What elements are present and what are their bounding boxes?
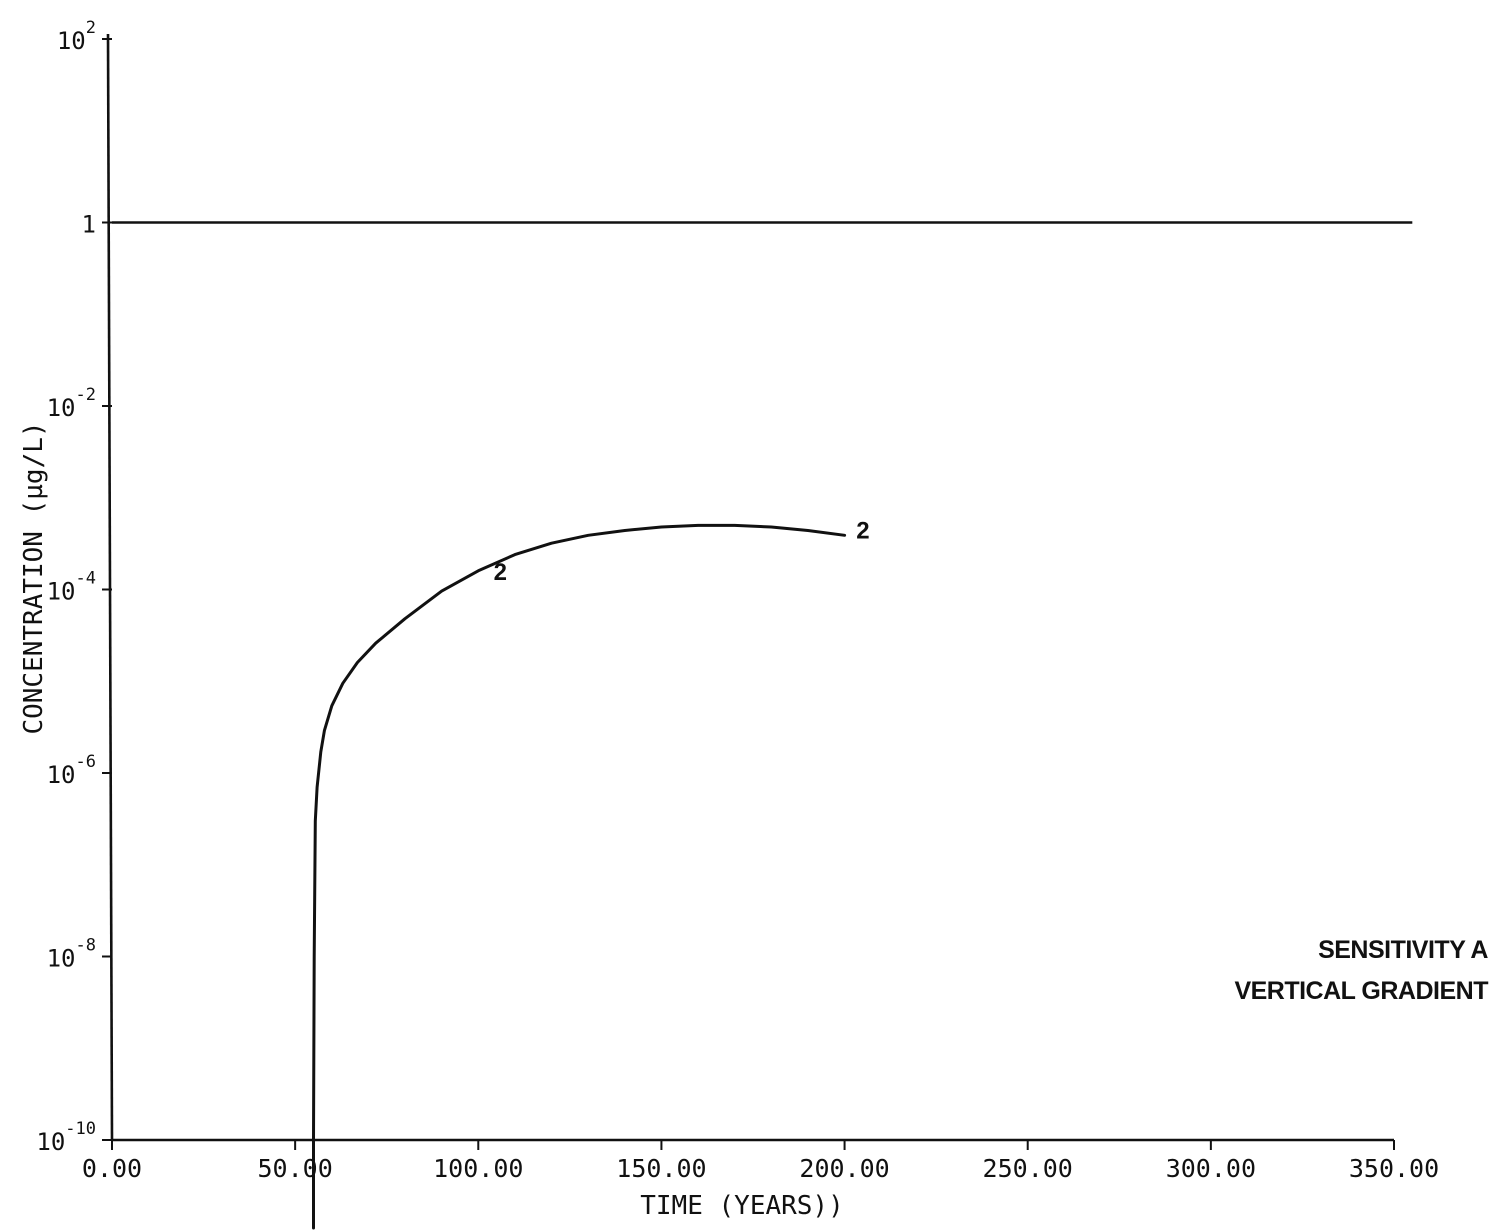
annotation-line-2: VERTICAL GRADIENT [1234, 977, 1488, 1005]
x-tick-label: 100.00 [433, 1154, 523, 1183]
y-tick-label: 10-8 [47, 936, 96, 973]
x-tick-label: 300.00 [1166, 1154, 1256, 1183]
series-line-2 [312, 523, 847, 1230]
x-tick-label: 50.00 [258, 1154, 333, 1183]
y-tick-label: 10-6 [47, 752, 96, 789]
x-tick-label: 200.00 [799, 1154, 889, 1183]
x-ticks: 0.00 50.00 100.00 150.00 200.00 250.00 300.00 3… [82, 1140, 1439, 1183]
y-ticks: 10-10 10-8 10-6 10-4 10-2 1 102 [36, 18, 112, 1156]
y-axis: 10-10 10-8 10-6 10-4 10-2 1 102 [36, 18, 114, 1156]
y-axis-title: CONCENTRATION (µg/L) [19, 421, 49, 734]
y-tick-label: 10-4 [47, 569, 96, 606]
y-tick-label: 10-2 [47, 385, 96, 422]
y-axis-line [106, 33, 114, 1141]
x-axis-title: TIME (YEARS)) [640, 1191, 844, 1221]
series-marker-label: 2 [856, 518, 869, 545]
x-tick-label: 350.00 [1349, 1154, 1439, 1183]
x-tick-label: 0.00 [82, 1154, 142, 1183]
y-tick-label: 10-10 [36, 1119, 96, 1156]
y-tick-label: 1 [82, 211, 96, 239]
annotation-line-1: SENSITIVITY A [1318, 936, 1488, 964]
series-markers: 22 [494, 518, 870, 586]
x-tick-label: 250.00 [983, 1154, 1073, 1183]
x-axis: 0.00 50.00 100.00 150.00 200.00 250.00 300.00 3… [82, 1138, 1439, 1183]
x-tick-label: 150.00 [616, 1154, 706, 1183]
y-tick-label: 102 [57, 18, 96, 55]
series-group [312, 523, 847, 1230]
series-marker-label: 2 [494, 559, 507, 586]
